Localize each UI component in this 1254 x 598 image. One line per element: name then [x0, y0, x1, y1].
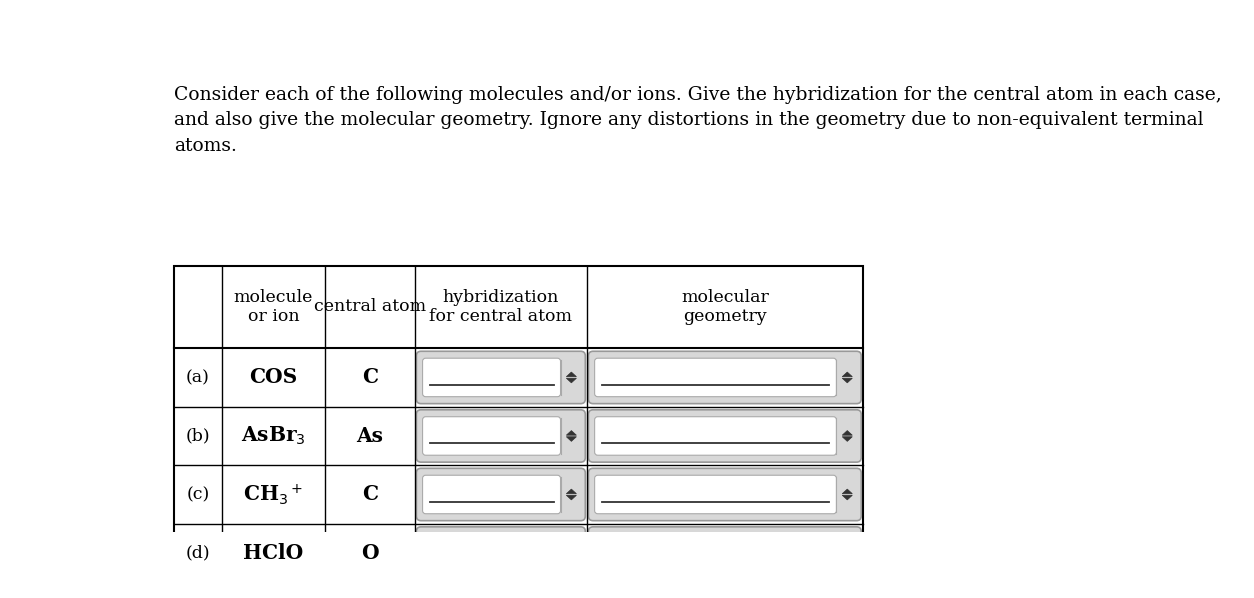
- Text: (a): (a): [186, 369, 209, 386]
- Text: molecular
geometry: molecular geometry: [681, 289, 769, 325]
- FancyBboxPatch shape: [416, 585, 586, 598]
- Polygon shape: [567, 548, 577, 552]
- Text: molecule
or ion: molecule or ion: [233, 289, 314, 325]
- Text: central atom: central atom: [314, 298, 426, 316]
- FancyBboxPatch shape: [594, 417, 836, 455]
- FancyBboxPatch shape: [423, 475, 561, 514]
- Polygon shape: [843, 548, 853, 552]
- Text: (b): (b): [186, 428, 211, 444]
- Bar: [174, 266, 863, 598]
- Polygon shape: [567, 489, 577, 494]
- FancyBboxPatch shape: [588, 410, 861, 462]
- FancyBboxPatch shape: [594, 592, 836, 598]
- FancyBboxPatch shape: [588, 585, 861, 598]
- Polygon shape: [843, 489, 853, 494]
- FancyBboxPatch shape: [416, 410, 586, 462]
- Polygon shape: [843, 378, 853, 383]
- Polygon shape: [843, 437, 853, 441]
- FancyBboxPatch shape: [423, 534, 561, 572]
- Text: Consider each of the following molecules and/or ions. Give the hybridization for: Consider each of the following molecules…: [174, 86, 1221, 155]
- Text: hybridization
for central atom: hybridization for central atom: [429, 289, 572, 325]
- FancyBboxPatch shape: [588, 468, 861, 521]
- FancyBboxPatch shape: [423, 417, 561, 455]
- Polygon shape: [567, 431, 577, 435]
- Polygon shape: [843, 554, 853, 559]
- Text: C: C: [362, 484, 377, 505]
- Text: CH$_3$$^+$: CH$_3$$^+$: [243, 482, 303, 507]
- Polygon shape: [843, 372, 853, 377]
- Text: O: O: [361, 543, 379, 563]
- Polygon shape: [567, 495, 577, 500]
- FancyBboxPatch shape: [594, 534, 836, 572]
- Polygon shape: [567, 372, 577, 377]
- FancyBboxPatch shape: [588, 527, 861, 579]
- FancyBboxPatch shape: [594, 358, 836, 396]
- Text: (d): (d): [186, 545, 211, 562]
- FancyBboxPatch shape: [416, 468, 586, 521]
- FancyBboxPatch shape: [594, 475, 836, 514]
- Polygon shape: [567, 378, 577, 383]
- FancyBboxPatch shape: [416, 351, 586, 404]
- Polygon shape: [567, 437, 577, 441]
- Text: As: As: [356, 426, 384, 446]
- FancyBboxPatch shape: [416, 527, 586, 579]
- FancyBboxPatch shape: [423, 358, 561, 396]
- Text: COS: COS: [250, 367, 297, 388]
- Polygon shape: [567, 554, 577, 559]
- Polygon shape: [843, 495, 853, 500]
- Text: AsBr$_3$: AsBr$_3$: [241, 425, 306, 447]
- FancyBboxPatch shape: [588, 351, 861, 404]
- Text: C: C: [362, 367, 377, 388]
- FancyBboxPatch shape: [423, 592, 561, 598]
- Text: HClO: HClO: [243, 543, 303, 563]
- Polygon shape: [843, 431, 853, 435]
- Text: (c): (c): [186, 486, 209, 503]
